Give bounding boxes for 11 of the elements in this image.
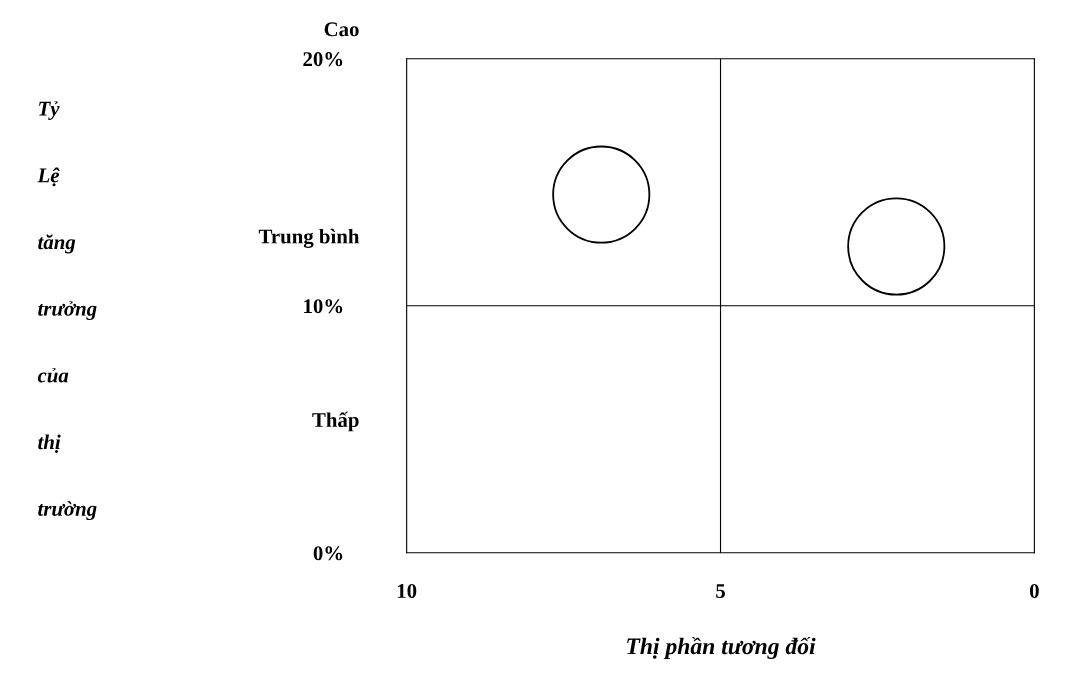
- x-tick-label: 10: [397, 583, 417, 599]
- y-tick-label: 10%: [304, 299, 343, 314]
- x-tick-label: 0: [1029, 583, 1039, 599]
- text: Thấp: [312, 411, 359, 432]
- y-tick-label: 0%: [313, 546, 343, 561]
- x-axis-title: Thị phần tương đối: [627, 636, 816, 660]
- text: Cao: [324, 22, 359, 37]
- text: Trung bình: [258, 228, 360, 248]
- y-tick-label: 20%: [303, 52, 343, 67]
- text: Tỷ Lệ tăng trưởng của thị trường: [37, 101, 97, 521]
- x-tick-label: 5: [716, 584, 725, 599]
